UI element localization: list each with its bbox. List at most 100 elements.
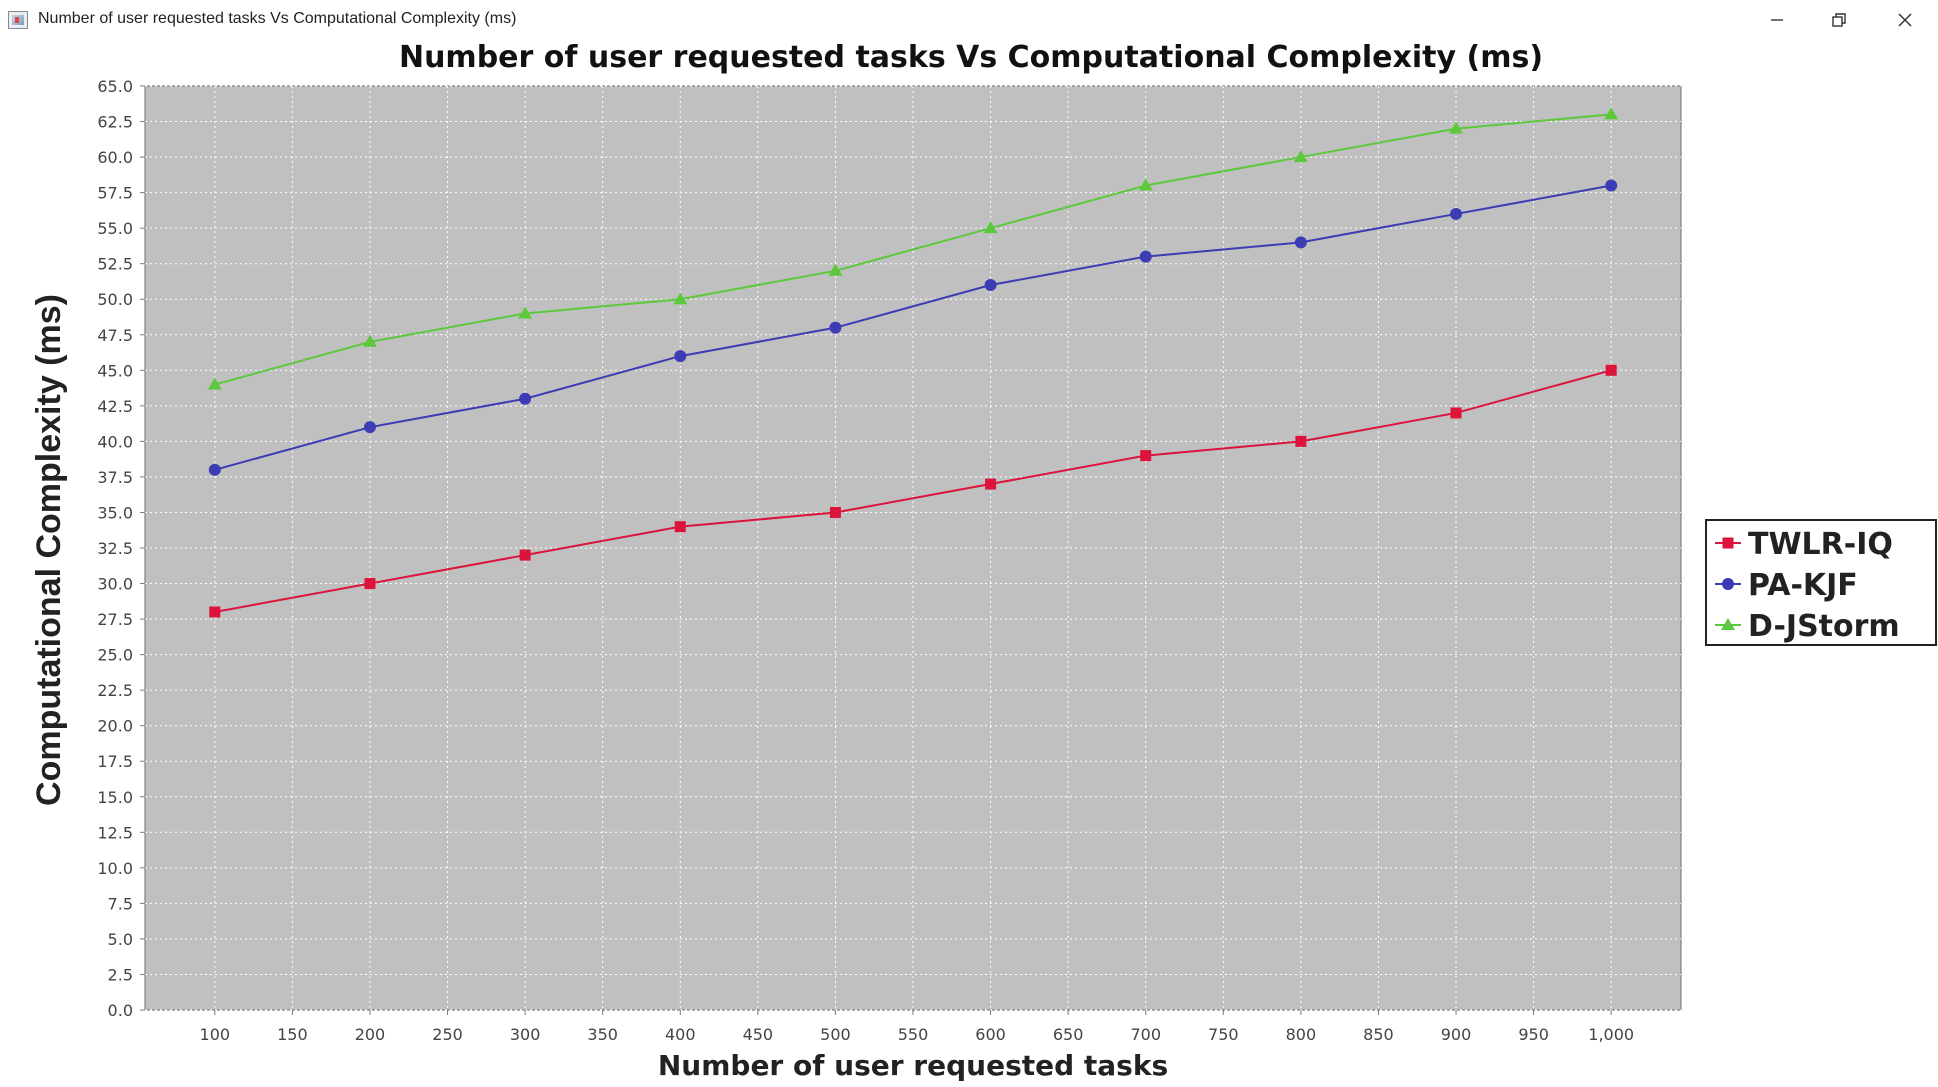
x-tick-label: 800 (1286, 1025, 1317, 1044)
data-point-twlr-iq (1140, 450, 1152, 462)
restore-button[interactable] (1810, 2, 1868, 38)
close-icon (1898, 13, 1912, 27)
data-point-twlr-iq (519, 549, 531, 561)
java-app-icon (8, 11, 28, 29)
data-point-d-jstorm (1449, 121, 1464, 134)
data-point-d-jstorm (362, 334, 377, 347)
series-pa-kjf (208, 179, 1618, 476)
y-tick-label: 50.0 (97, 290, 133, 309)
data-point-pa-kjf (208, 463, 221, 476)
legend-marker-twlr-iq (1722, 537, 1734, 549)
legend-marker-d-jstorm (1721, 618, 1735, 630)
data-point-pa-kjf (1450, 207, 1463, 220)
data-point-d-jstorm (1138, 178, 1153, 191)
x-tick-label: 1,000 (1588, 1025, 1634, 1044)
legend: TWLR-IQ PA-KJF D-JStorm (1705, 519, 1937, 646)
data-point-d-jstorm (828, 263, 843, 276)
x-tick-label: 100 (200, 1025, 231, 1044)
x-tick-label: 400 (665, 1025, 696, 1044)
data-point-twlr-iq (1450, 407, 1462, 419)
legend-box (1705, 519, 1937, 646)
y-tick-label: 25.0 (97, 646, 133, 665)
y-tick-label: 35.0 (97, 503, 133, 522)
data-point-pa-kjf (1605, 179, 1618, 192)
data-point-pa-kjf (519, 392, 532, 405)
y-tick-label: 42.5 (97, 397, 133, 416)
x-tick-label: 300 (510, 1025, 541, 1044)
y-tick-label: 45.0 (97, 361, 133, 380)
data-point-d-jstorm (673, 292, 688, 305)
data-point-pa-kjf (1139, 250, 1152, 263)
data-point-twlr-iq (1605, 364, 1617, 376)
x-tick-label: 750 (1208, 1025, 1239, 1044)
x-axis-label: Number of user requested tasks (658, 1049, 1168, 1082)
series-line-pa-kjf (214, 184, 1612, 471)
series-line-twlr-iq (214, 369, 1612, 613)
data-point-twlr-iq (985, 478, 997, 490)
data-point-pa-kjf (674, 350, 687, 363)
y-tick-label: 17.5 (97, 752, 133, 771)
data-point-pa-kjf (1294, 236, 1307, 249)
x-tick-label: 850 (1363, 1025, 1394, 1044)
data-point-pa-kjf (829, 321, 842, 334)
window-title: Number of user requested tasks Vs Comput… (38, 10, 517, 27)
x-tick-label: 550 (898, 1025, 929, 1044)
data-point-twlr-iq (364, 578, 376, 590)
data-point-twlr-iq (674, 521, 686, 533)
x-tick-label: 250 (432, 1025, 463, 1044)
axes: 100 150 200 250 300 350 400 450 500 550 600 650 700 7… (97, 77, 1634, 1044)
y-tick-label: 10.0 (97, 859, 133, 878)
x-tick-label: 700 (1130, 1025, 1161, 1044)
x-tick-label: 350 (587, 1025, 618, 1044)
data-point-pa-kjf (363, 421, 376, 434)
y-tick-label: 40.0 (97, 432, 133, 451)
y-tick-label: 62.5 (97, 113, 133, 132)
close-button[interactable] (1876, 2, 1934, 38)
y-tick-label: 37.5 (97, 468, 133, 487)
chart-title: Number of user requested tasks Vs Comput… (399, 40, 1543, 75)
y-tick-label: 52.5 (97, 255, 133, 274)
window-titlebar: Number of user requested tasks Vs Comput… (0, 0, 1938, 40)
y-tick-label: 57.5 (97, 184, 133, 203)
minimize-button[interactable] (1748, 2, 1806, 38)
y-tick-label: 0.0 (108, 1001, 133, 1020)
y-tick-label: 27.5 (97, 610, 133, 629)
series-twlr-iq (209, 364, 1617, 618)
data-point-d-jstorm (1604, 107, 1619, 120)
grid (145, 85, 1681, 1011)
y-tick-label: 60.0 (97, 148, 133, 167)
y-tick-label: 65.0 (97, 77, 133, 96)
y-tick-label: 32.5 (97, 539, 133, 558)
y-tick-label: 5.0 (108, 930, 133, 949)
x-tick-label: 950 (1518, 1025, 1549, 1044)
y-tick-label: 30.0 (97, 575, 133, 594)
y-tick-label: 2.5 (108, 965, 133, 984)
legend-label-twlr-iq: TWLR-IQ (1748, 527, 1893, 562)
y-tick-label: 7.5 (108, 894, 133, 913)
data-point-d-jstorm (1293, 150, 1308, 163)
restore-icon (1832, 13, 1846, 27)
y-tick-label: 15.0 (97, 788, 133, 807)
data-point-twlr-iq (829, 506, 841, 518)
x-tick-label: 200 (355, 1025, 386, 1044)
data-point-twlr-iq (209, 606, 221, 618)
x-tick-label: 650 (1053, 1025, 1084, 1044)
legend-marker-pa-kjf (1722, 578, 1734, 590)
y-tick-label: 12.5 (97, 823, 133, 842)
x-tick-label: 900 (1441, 1025, 1472, 1044)
x-tick-label: 500 (820, 1025, 851, 1044)
x-tick-label: 150 (277, 1025, 308, 1044)
x-tick-label: 600 (975, 1025, 1006, 1044)
x-tick-label: 450 (743, 1025, 774, 1044)
y-axis-label: Computational Complexity (ms) (30, 294, 68, 806)
y-tick-label: 20.0 (97, 717, 133, 736)
data-point-twlr-iq (1295, 435, 1307, 447)
y-tick-label: 55.0 (97, 219, 133, 238)
y-tick-label: 47.5 (97, 326, 133, 345)
data-point-d-jstorm (983, 221, 998, 234)
y-tick-label: 22.5 (97, 681, 133, 700)
data-point-d-jstorm (207, 377, 222, 390)
minimize-icon (1771, 19, 1783, 21)
series-line-d-jstorm (214, 113, 1612, 386)
